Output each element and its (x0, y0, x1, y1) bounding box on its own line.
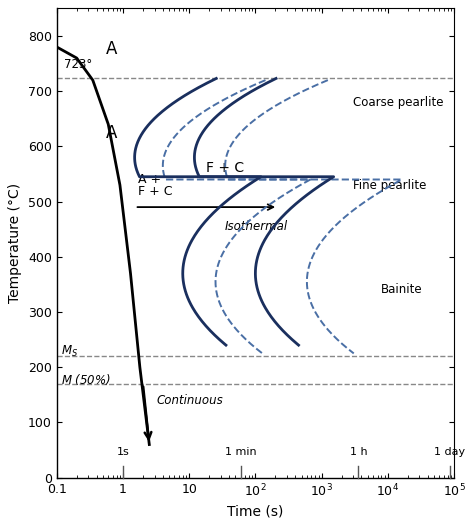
Text: 1 h: 1 h (350, 447, 367, 457)
Text: Continuous: Continuous (156, 394, 223, 407)
Text: F + C: F + C (206, 161, 244, 175)
Text: A +: A + (138, 173, 161, 186)
Text: Fine pearlite: Fine pearlite (353, 179, 427, 191)
Text: F + C: F + C (138, 185, 173, 198)
Text: $M_S$: $M_S$ (61, 344, 78, 359)
Y-axis label: Temperature (°C): Temperature (°C) (9, 183, 22, 303)
Text: 1 min: 1 min (225, 447, 256, 457)
X-axis label: Time (s): Time (s) (227, 505, 283, 519)
Text: 1 day: 1 day (434, 447, 465, 457)
Text: A: A (106, 123, 117, 142)
Text: Isothermal: Isothermal (225, 220, 288, 233)
Text: $M$ (50%): $M$ (50%) (61, 372, 111, 387)
Text: Coarse pearlite: Coarse pearlite (353, 96, 444, 109)
Text: 1s: 1s (117, 447, 129, 457)
Text: A: A (106, 40, 117, 58)
Text: Bainite: Bainite (382, 284, 423, 296)
Text: 723°: 723° (64, 58, 92, 71)
